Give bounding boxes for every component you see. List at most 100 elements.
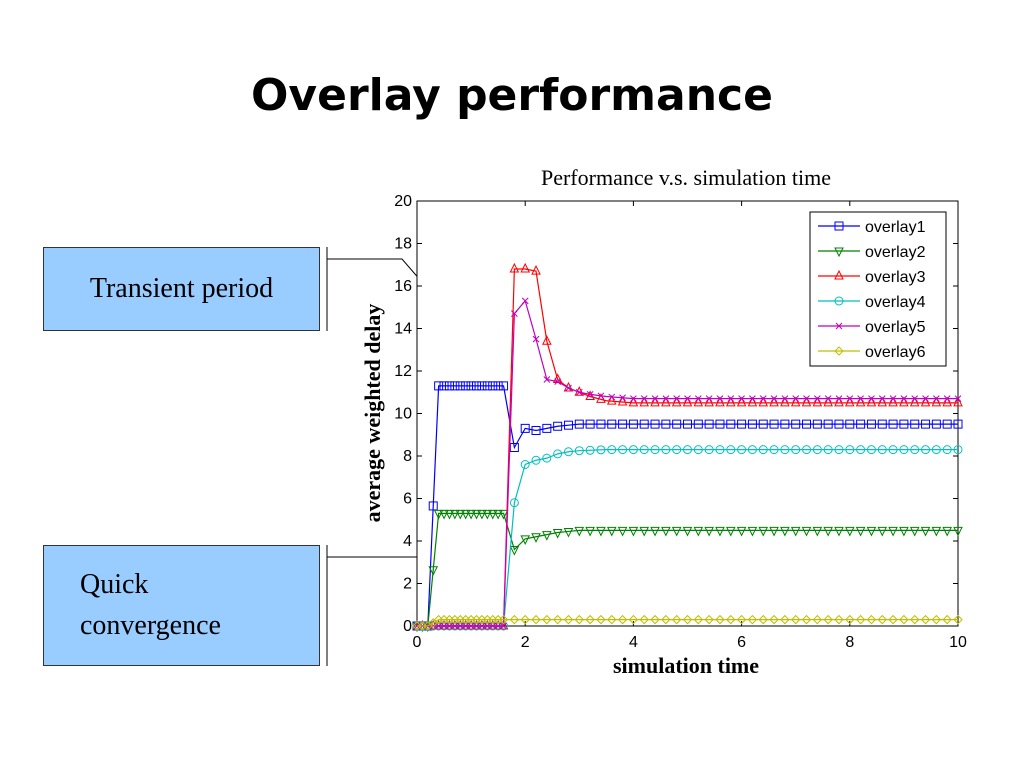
overlay6-point [736,614,747,625]
overlay3-point [715,396,725,407]
legend-overlay1-label: overlay1 [865,219,926,236]
overlay1-point [639,419,649,429]
overlay6-point [823,614,833,625]
overlay6-point [953,614,963,625]
overlay5-point [813,395,821,402]
overlay6-point [877,614,887,625]
overlay6-point [650,614,660,625]
overlay3-point [790,396,801,407]
overlay2-point [450,509,460,520]
overlay5-point [684,395,691,402]
overlay2-point [509,546,520,556]
overlay1-point [942,419,952,429]
overlay2-point [661,526,671,537]
legend-overlay5-label: overlay5 [865,319,926,336]
overlay4-point [856,445,866,455]
overlay4-point [618,445,628,455]
overlay5-point [473,622,480,630]
overlay2-point [747,526,758,537]
overlay5-point [749,395,756,402]
overlay3-point [758,396,769,407]
series-layer [412,262,963,633]
series-overlay6 [412,614,963,631]
overlay6-point [747,614,758,625]
x-tick-label: 6 [737,634,746,651]
overlay2-point [736,526,747,537]
overlay1-point [455,381,465,391]
overlay2-point [855,526,866,537]
legend-box [809,211,947,367]
overlay1-point [444,381,454,391]
overlay5-point [478,622,486,630]
overlay4-point [520,460,530,469]
legend: overlay1 overlay2 overlay3 overlay4 overlay5… [809,211,947,367]
overlay6-point [780,614,790,625]
overlay5-line [417,299,958,627]
overlay2-point [444,509,455,520]
overlay5-point [727,395,735,402]
overlay1-point [877,419,887,429]
y-tick-label: 2 [403,576,412,593]
overlay6-point [552,614,563,625]
overlay1-point [899,419,909,429]
overlay1-point [461,381,471,391]
x-tick-label: 0 [413,634,422,651]
overlay6-point [682,614,693,625]
overlay4-point [910,445,920,455]
overlay5-point [494,622,502,630]
overlay5-point [554,378,562,385]
overlay2-point [909,526,920,537]
overlay3-point [888,396,898,407]
overlay6-point [574,614,585,625]
overlay4-point [921,445,931,455]
overlay5-point [575,388,583,396]
overlay6-point [531,614,541,625]
overlay2-point [542,531,552,541]
y-tick-label: 10 [394,406,412,423]
overlay5-point [597,392,605,400]
overlay5-point [694,395,702,402]
overlay5-point [716,395,724,402]
overlay5-point [803,395,810,402]
overlay1-point [542,423,552,433]
overlay4-point [802,445,812,455]
y-tick-label: 4 [403,533,412,550]
overlay4-point [509,498,519,508]
overlay1-point [499,381,509,391]
overlay3-point [909,396,920,407]
overlay2-point [769,526,779,537]
overlay3-point [855,396,866,407]
overlay4-point [726,445,736,455]
overlay2-point [953,526,963,537]
overlay2-point [834,526,844,537]
overlay6-point [834,614,844,625]
overlay3-point [585,390,595,400]
overlay4-point [628,445,638,455]
overlay5-point [705,395,713,402]
series-overlay1 [412,381,963,631]
overlay2-point [942,526,952,537]
overlay5-point [565,384,572,392]
overlay2-point [790,526,801,537]
overlay6-point [920,614,931,625]
overlay5-point [619,394,626,402]
overlay1-point [439,381,449,391]
overlay1-point [737,419,747,429]
overlay4-point [953,445,963,455]
overlay5-point [922,395,929,402]
overlay4-point [791,445,801,455]
overlay5-point [824,395,832,402]
y-tick-label: 14 [394,321,412,338]
overlay3-point [823,396,833,407]
overlay3-point [477,619,487,630]
overlay1-point [715,419,725,429]
overlay6-point [769,614,779,625]
overlay2-point [531,533,541,543]
overlay5-point [770,395,778,402]
legend-overlay6-label: overlay6 [865,344,926,361]
overlay1-point [428,501,438,511]
x-tick-label: 8 [845,634,854,651]
overlay1-point [477,381,487,391]
overlay1-point [434,381,444,391]
overlay2-point [812,526,823,537]
